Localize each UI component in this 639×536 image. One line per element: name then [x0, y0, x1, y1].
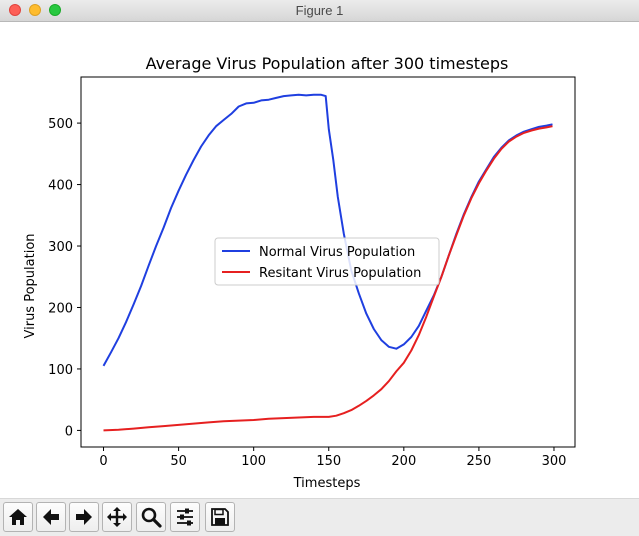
legend-label-resistant: Resitant Virus Population	[259, 266, 421, 281]
series-line-normal	[102, 93, 553, 367]
series-line-resistant	[103, 125, 553, 432]
subplots-config-icon	[177, 508, 193, 526]
y-tick-label: 300	[48, 240, 73, 255]
x-tick-label: 50	[170, 454, 187, 469]
forward-button[interactable]	[69, 502, 99, 532]
figure-canvas: Average Virus Population after 300 times…	[0, 22, 639, 498]
window-titlebar: Figure 1	[0, 0, 639, 22]
x-axis-label: Timesteps	[293, 476, 361, 491]
x-tick-label: 150	[316, 454, 341, 469]
back-arrow-icon	[43, 509, 59, 525]
save-floppy-icon	[211, 508, 229, 526]
x-tick-label: 300	[542, 454, 567, 469]
forward-arrow-icon	[76, 509, 92, 525]
x-tick-label: 100	[241, 454, 266, 469]
x-tick-label: 250	[466, 454, 491, 469]
x-tick-label: 200	[391, 454, 416, 469]
navigation-toolbar	[0, 498, 639, 536]
home-icon	[9, 509, 27, 525]
minimize-window-button[interactable]	[29, 4, 41, 16]
legend-box	[214, 237, 440, 286]
line-chart: Average Virus Population after 300 times…	[23, 54, 576, 491]
back-button[interactable]	[36, 502, 66, 532]
close-window-button[interactable]	[9, 4, 21, 16]
chart-title: Average Virus Population after 300 times…	[146, 54, 509, 73]
save-figure-button[interactable]	[205, 502, 235, 532]
y-tick-label: 400	[48, 179, 73, 194]
pan-button[interactable]	[102, 502, 132, 532]
legend-label-normal: Normal Virus Population	[259, 245, 415, 260]
pan-move-icon	[107, 507, 127, 527]
window-title: Figure 1	[295, 3, 344, 18]
x-tick-label: 0	[99, 454, 107, 469]
configure-subplots-button[interactable]	[170, 502, 200, 532]
maximize-window-button[interactable]	[49, 4, 61, 16]
y-tick-label: 0	[65, 424, 73, 439]
plot-frame	[80, 76, 576, 448]
y-axis-label: Virus Population	[23, 233, 38, 338]
zoom-magnifier-icon	[141, 507, 162, 528]
y-tick-label: 200	[48, 301, 73, 316]
y-tick-label: 100	[48, 363, 73, 378]
home-button[interactable]	[3, 502, 33, 532]
zoom-button[interactable]	[136, 502, 166, 532]
chart-legend: Normal Virus Population Resitant Virus P…	[214, 237, 440, 286]
y-tick-label: 500	[48, 117, 73, 132]
